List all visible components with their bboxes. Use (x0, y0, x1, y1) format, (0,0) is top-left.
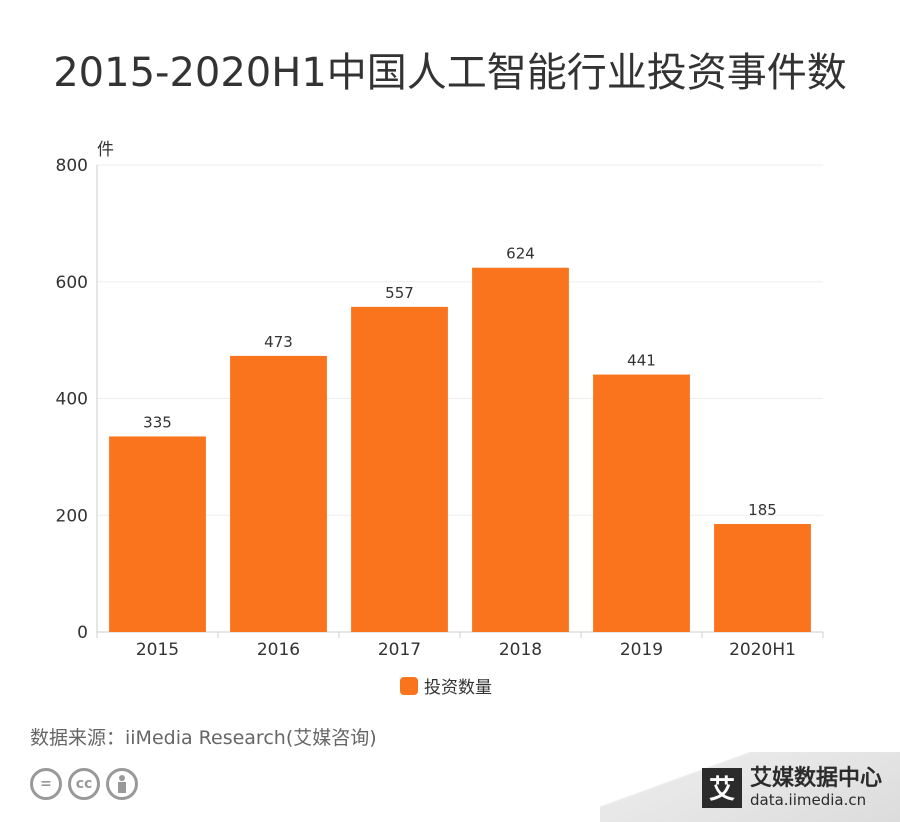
data-label: 335 (143, 413, 172, 431)
brand-logo-mark: 艾 (701, 767, 742, 808)
brand-url: data.iimedia.cn (749, 790, 867, 809)
data-label: 441 (627, 352, 656, 370)
data-label: 473 (264, 333, 293, 351)
x-tick-label: 2018 (499, 640, 542, 660)
brand-name: 艾媒数据中心 (749, 766, 882, 792)
y-tick-label: 400 (56, 390, 88, 410)
y-tick-label: 200 (56, 506, 88, 526)
y-tick-label: 600 (56, 273, 88, 293)
x-tick-label: 2016 (257, 640, 300, 660)
bar (230, 355, 327, 632)
x-tick-label: 2019 (620, 640, 663, 660)
cc-icon: cc (68, 768, 100, 800)
y-axis-label: 件 (97, 140, 114, 160)
data-label: 185 (748, 501, 777, 519)
legend-label: 投资数量 (424, 678, 492, 698)
data-label: 557 (385, 284, 414, 302)
bar (593, 374, 690, 632)
bar (351, 306, 448, 632)
x-tick-label: 2020H1 (729, 640, 796, 660)
bar (109, 436, 206, 632)
person-icon (106, 768, 138, 800)
license-icons: = cc (30, 768, 138, 800)
y-tick-label: 800 (56, 156, 88, 176)
y-tick-label: 0 (77, 623, 88, 643)
x-tick-label: 2015 (136, 640, 179, 660)
footer-band (600, 752, 900, 822)
x-tick-label: 2017 (378, 640, 421, 660)
data-label: 624 (506, 245, 535, 263)
data-source: 数据来源：iiMedia Research(艾媒咨询) (30, 727, 377, 749)
chart-title: 2015-2020H1中国人工智能行业投资事件数 (53, 50, 847, 96)
bar (472, 267, 569, 632)
legend-swatch (400, 677, 418, 695)
bar (714, 524, 811, 632)
brand-logo[interactable]: 艾 艾媒数据中心 data.iimedia.cn (701, 766, 882, 809)
equals-icon: = (30, 768, 62, 800)
